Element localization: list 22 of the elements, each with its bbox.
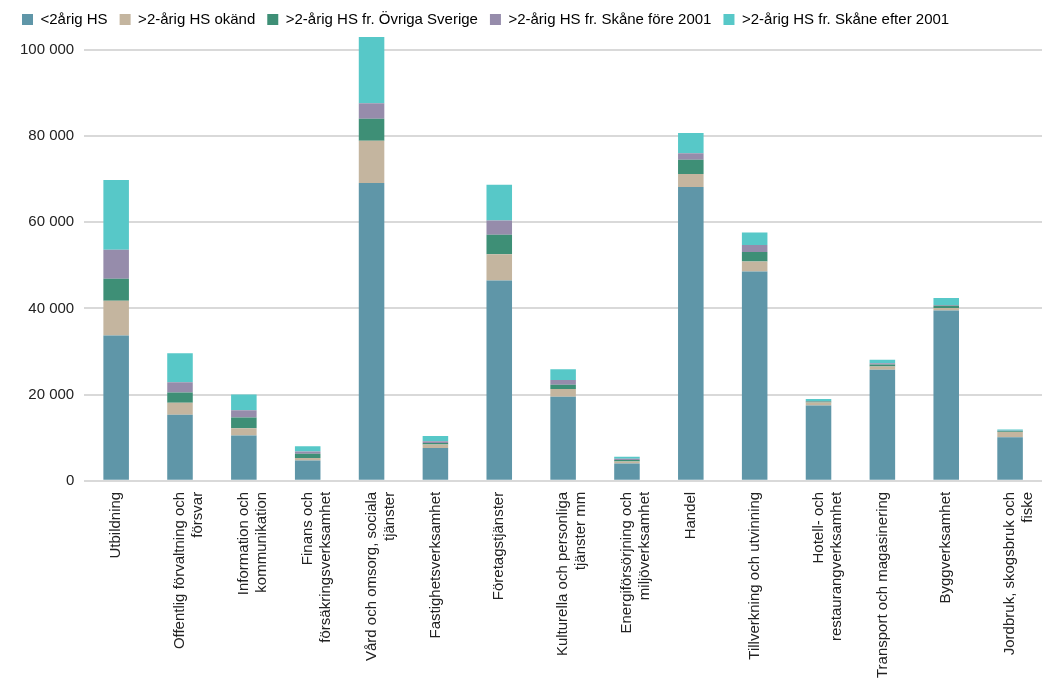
y-tick-label: 20 000	[28, 384, 75, 402]
x-tick-label: Företagstjänster	[489, 491, 507, 601]
x-tick-label: Offentlig förvaltning och försvar	[170, 491, 206, 650]
y-tick-label: 40 000	[28, 298, 75, 316]
y-tick-label: 0	[65, 470, 75, 488]
x-tick-label: Utbildning	[106, 491, 124, 559]
y-tick-label: 60 000	[28, 212, 75, 230]
x-tick-label: Byggverksamhet	[936, 490, 954, 604]
y-tick-label: 80 000	[28, 126, 75, 144]
x-tick-label: Handel	[680, 491, 698, 540]
x-tick-label: Tillverkning och utvinning	[744, 491, 762, 660]
legend-label: >2-årig HS fr. Skåne efter 2001	[741, 9, 950, 27]
x-tick-label: Jordbruk, skogsbruk och fiske	[1000, 491, 1036, 656]
x-tick-label: Hotell- och restaurangverksamhet	[808, 490, 844, 642]
legend-label: <2årig HS	[40, 9, 108, 27]
x-tick-label: Fastighetsverksamhet	[425, 490, 443, 639]
legend-label: >2-årig HS fr. Övriga Sverige	[285, 9, 478, 27]
x-tick-label: Transport och magasinering	[872, 491, 890, 679]
legend-label: >2-årig HS fr. Skåne före 2001	[508, 9, 712, 27]
legend-label: >2-årig HS okänd	[138, 9, 256, 27]
x-tick-label: Kulturella och personliga tjänster mm	[553, 491, 589, 657]
y-tick-label: 100 000	[19, 40, 75, 58]
